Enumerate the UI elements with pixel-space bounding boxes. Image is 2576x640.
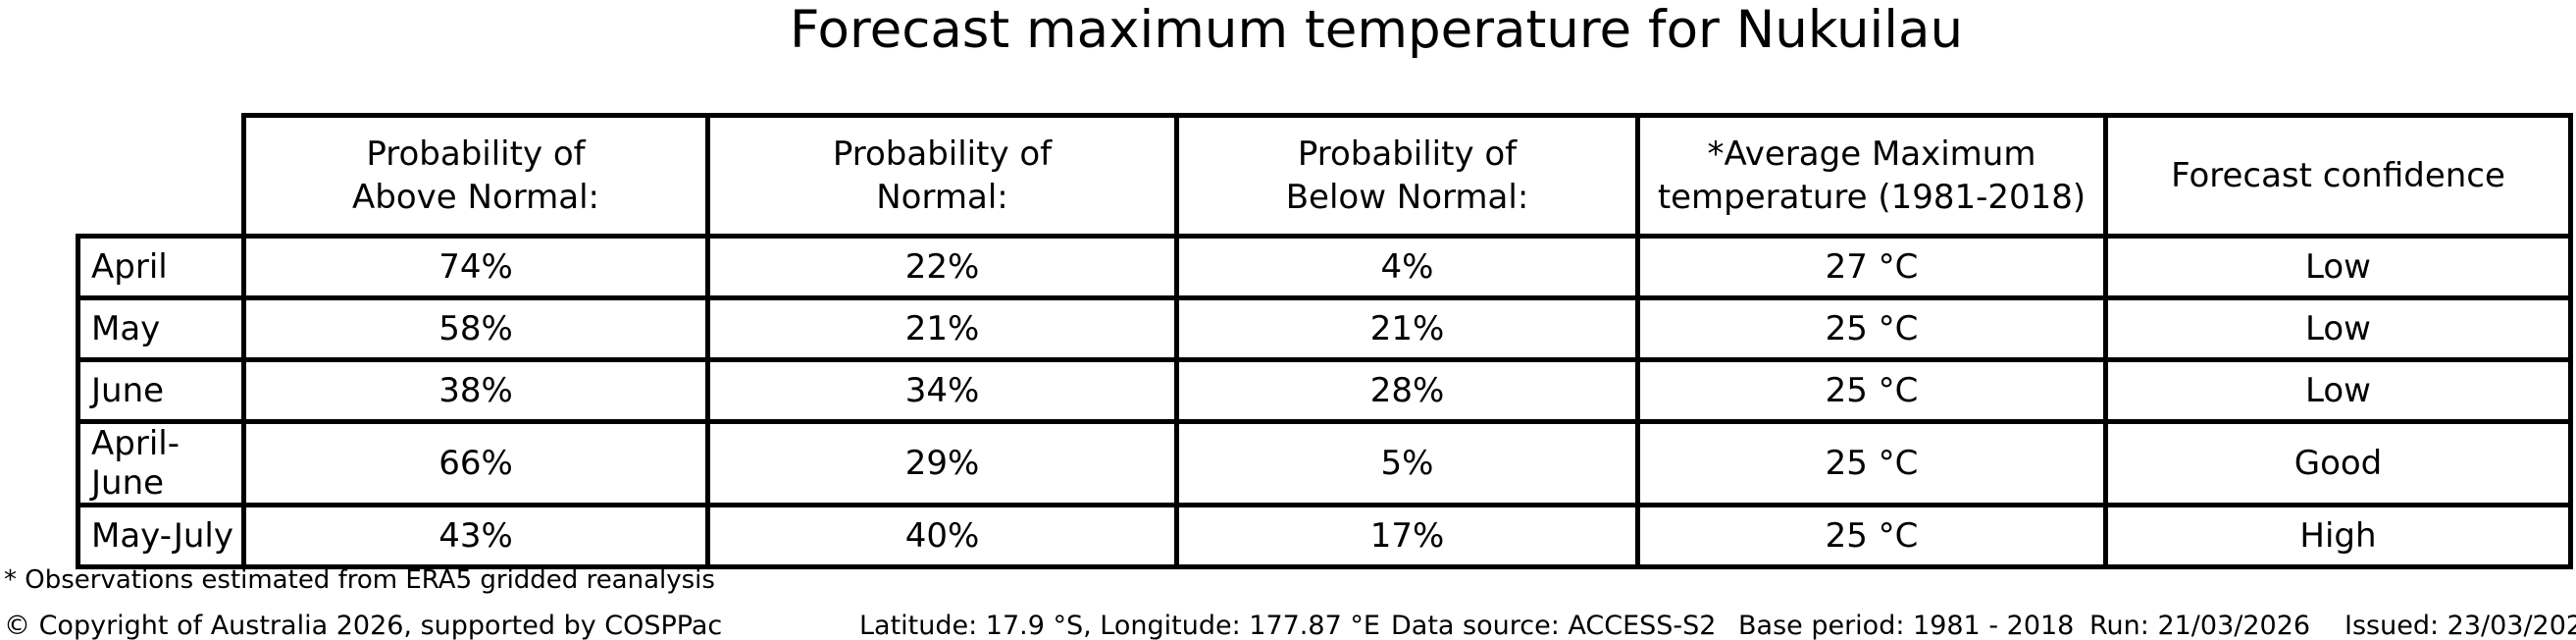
- row-label: May-July: [76, 503, 246, 569]
- col-header-avg-max-temp: *Average Maximum temperature (1981-2018): [1635, 113, 2108, 239]
- forecast-table: Probability of Above Normal: Probability…: [76, 113, 2573, 569]
- row-label: May: [76, 295, 246, 362]
- cell-above-normal: 74%: [241, 234, 710, 300]
- cell-above-normal: 43%: [241, 503, 710, 569]
- row-label: June: [76, 357, 246, 424]
- cell-below-normal: 4%: [1174, 234, 1640, 300]
- row-label: April: [76, 234, 246, 300]
- page-title: Forecast maximum temperature for Nukuila…: [789, 0, 1964, 60]
- base-period-text: Base period: 1981 - 2018: [1738, 611, 2075, 640]
- cell-avg-max-temp: 25 °C: [1635, 295, 2108, 362]
- table-header-blank-cell: [78, 116, 244, 237]
- cell-below-normal: 21%: [1174, 295, 1640, 362]
- table-row-june: June 38% 34% 28% 25 °C Low: [76, 357, 2573, 424]
- cell-avg-max-temp: 25 °C: [1635, 357, 2108, 424]
- cell-above-normal: 66%: [241, 419, 710, 507]
- cell-confidence: Low: [2103, 234, 2573, 300]
- cell-normal: 22%: [705, 234, 1179, 300]
- cell-avg-max-temp: 25 °C: [1635, 419, 2108, 507]
- table-row-may-july: May-July 43% 40% 17% 25 °C High: [76, 503, 2573, 569]
- col-header-forecast-confidence: Forecast confidence: [2103, 113, 2573, 239]
- cell-normal: 21%: [705, 295, 1179, 362]
- cell-below-normal: 5%: [1174, 419, 1640, 507]
- col-header-above-normal: Probability of Above Normal:: [241, 113, 710, 239]
- data-source-text: Data source: ACCESS-S2: [1391, 611, 1717, 640]
- cell-confidence: High: [2103, 503, 2573, 569]
- cell-normal: 40%: [705, 503, 1179, 569]
- table-row-may: May 58% 21% 21% 25 °C Low: [76, 295, 2573, 362]
- cell-confidence: Low: [2103, 295, 2573, 362]
- table-header-row: Probability of Above Normal: Probability…: [78, 113, 2573, 239]
- observations-footnote: * Observations estimated from ERA5 gridd…: [4, 565, 715, 595]
- cell-avg-max-temp: 25 °C: [1635, 503, 2108, 569]
- col-header-below-normal: Probability of Below Normal:: [1174, 113, 1640, 239]
- location-coordinates: Latitude: 17.9 °S, Longitude: 177.87 °E: [859, 611, 1380, 640]
- cell-normal: 29%: [705, 419, 1179, 507]
- cell-above-normal: 58%: [241, 295, 710, 362]
- col-header-normal: Probability of Normal:: [705, 113, 1179, 239]
- cell-below-normal: 28%: [1174, 357, 1640, 424]
- cell-below-normal: 17%: [1174, 503, 1640, 569]
- cell-confidence: Good: [2103, 419, 2573, 507]
- copyright-text: © Copyright of Australia 2026, supported…: [4, 611, 723, 640]
- row-label: April-June: [76, 419, 246, 507]
- cell-avg-max-temp: 27 °C: [1635, 234, 2108, 300]
- cell-above-normal: 38%: [241, 357, 710, 424]
- issued-date-text: Issued: 23/03/2026: [2344, 611, 2576, 640]
- table-row-april-june: April-June 66% 29% 5% 25 °C Good: [76, 419, 2573, 507]
- cell-confidence: Low: [2103, 357, 2573, 424]
- cell-normal: 34%: [705, 357, 1179, 424]
- table-row-april: April 74% 22% 4% 27 °C Low: [76, 234, 2573, 300]
- run-date-text: Run: 21/03/2026: [2089, 611, 2311, 640]
